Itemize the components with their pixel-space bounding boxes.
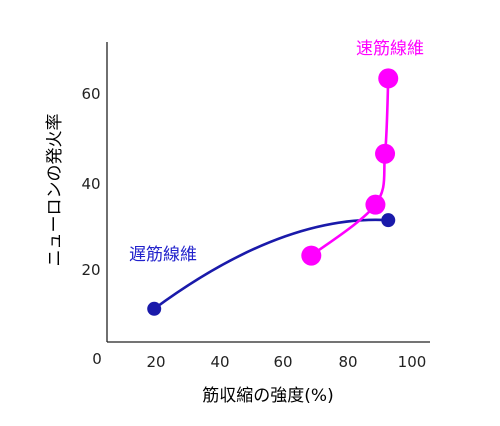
data-point-s0-0 (147, 301, 162, 316)
series-line-1 (310, 77, 390, 257)
x-tick-label: 0 (92, 350, 102, 368)
y-tick-label: 40 (81, 175, 100, 193)
x-tick-label: 40 (210, 353, 229, 371)
series-layer (147, 68, 399, 316)
data-point-s0-1 (381, 213, 396, 228)
data-point-s1-0 (301, 245, 322, 266)
x-ticks: 0 20 40 60 80 100 (92, 350, 426, 371)
data-point-s1-3 (378, 68, 399, 89)
series-label-fast: 速筋線維 (356, 39, 424, 59)
axes (106, 42, 430, 343)
y-tick-label: 20 (81, 261, 100, 279)
y-axis-title: ニューロンの発火率 (45, 114, 65, 267)
x-tick-label: 20 (146, 353, 165, 371)
y-tick-label: 60 (81, 85, 100, 103)
x-tick-label: 80 (338, 353, 357, 371)
y-ticks: 20 40 60 (81, 85, 100, 279)
series-label-slow: 遅筋線維 (129, 245, 197, 265)
x-tick-label: 100 (398, 353, 427, 371)
x-tick-label: 60 (273, 353, 292, 371)
data-point-s1-2 (375, 143, 396, 164)
data-point-s1-1 (365, 194, 386, 215)
x-axis-title: 筋収縮の強度(%) (202, 386, 333, 406)
